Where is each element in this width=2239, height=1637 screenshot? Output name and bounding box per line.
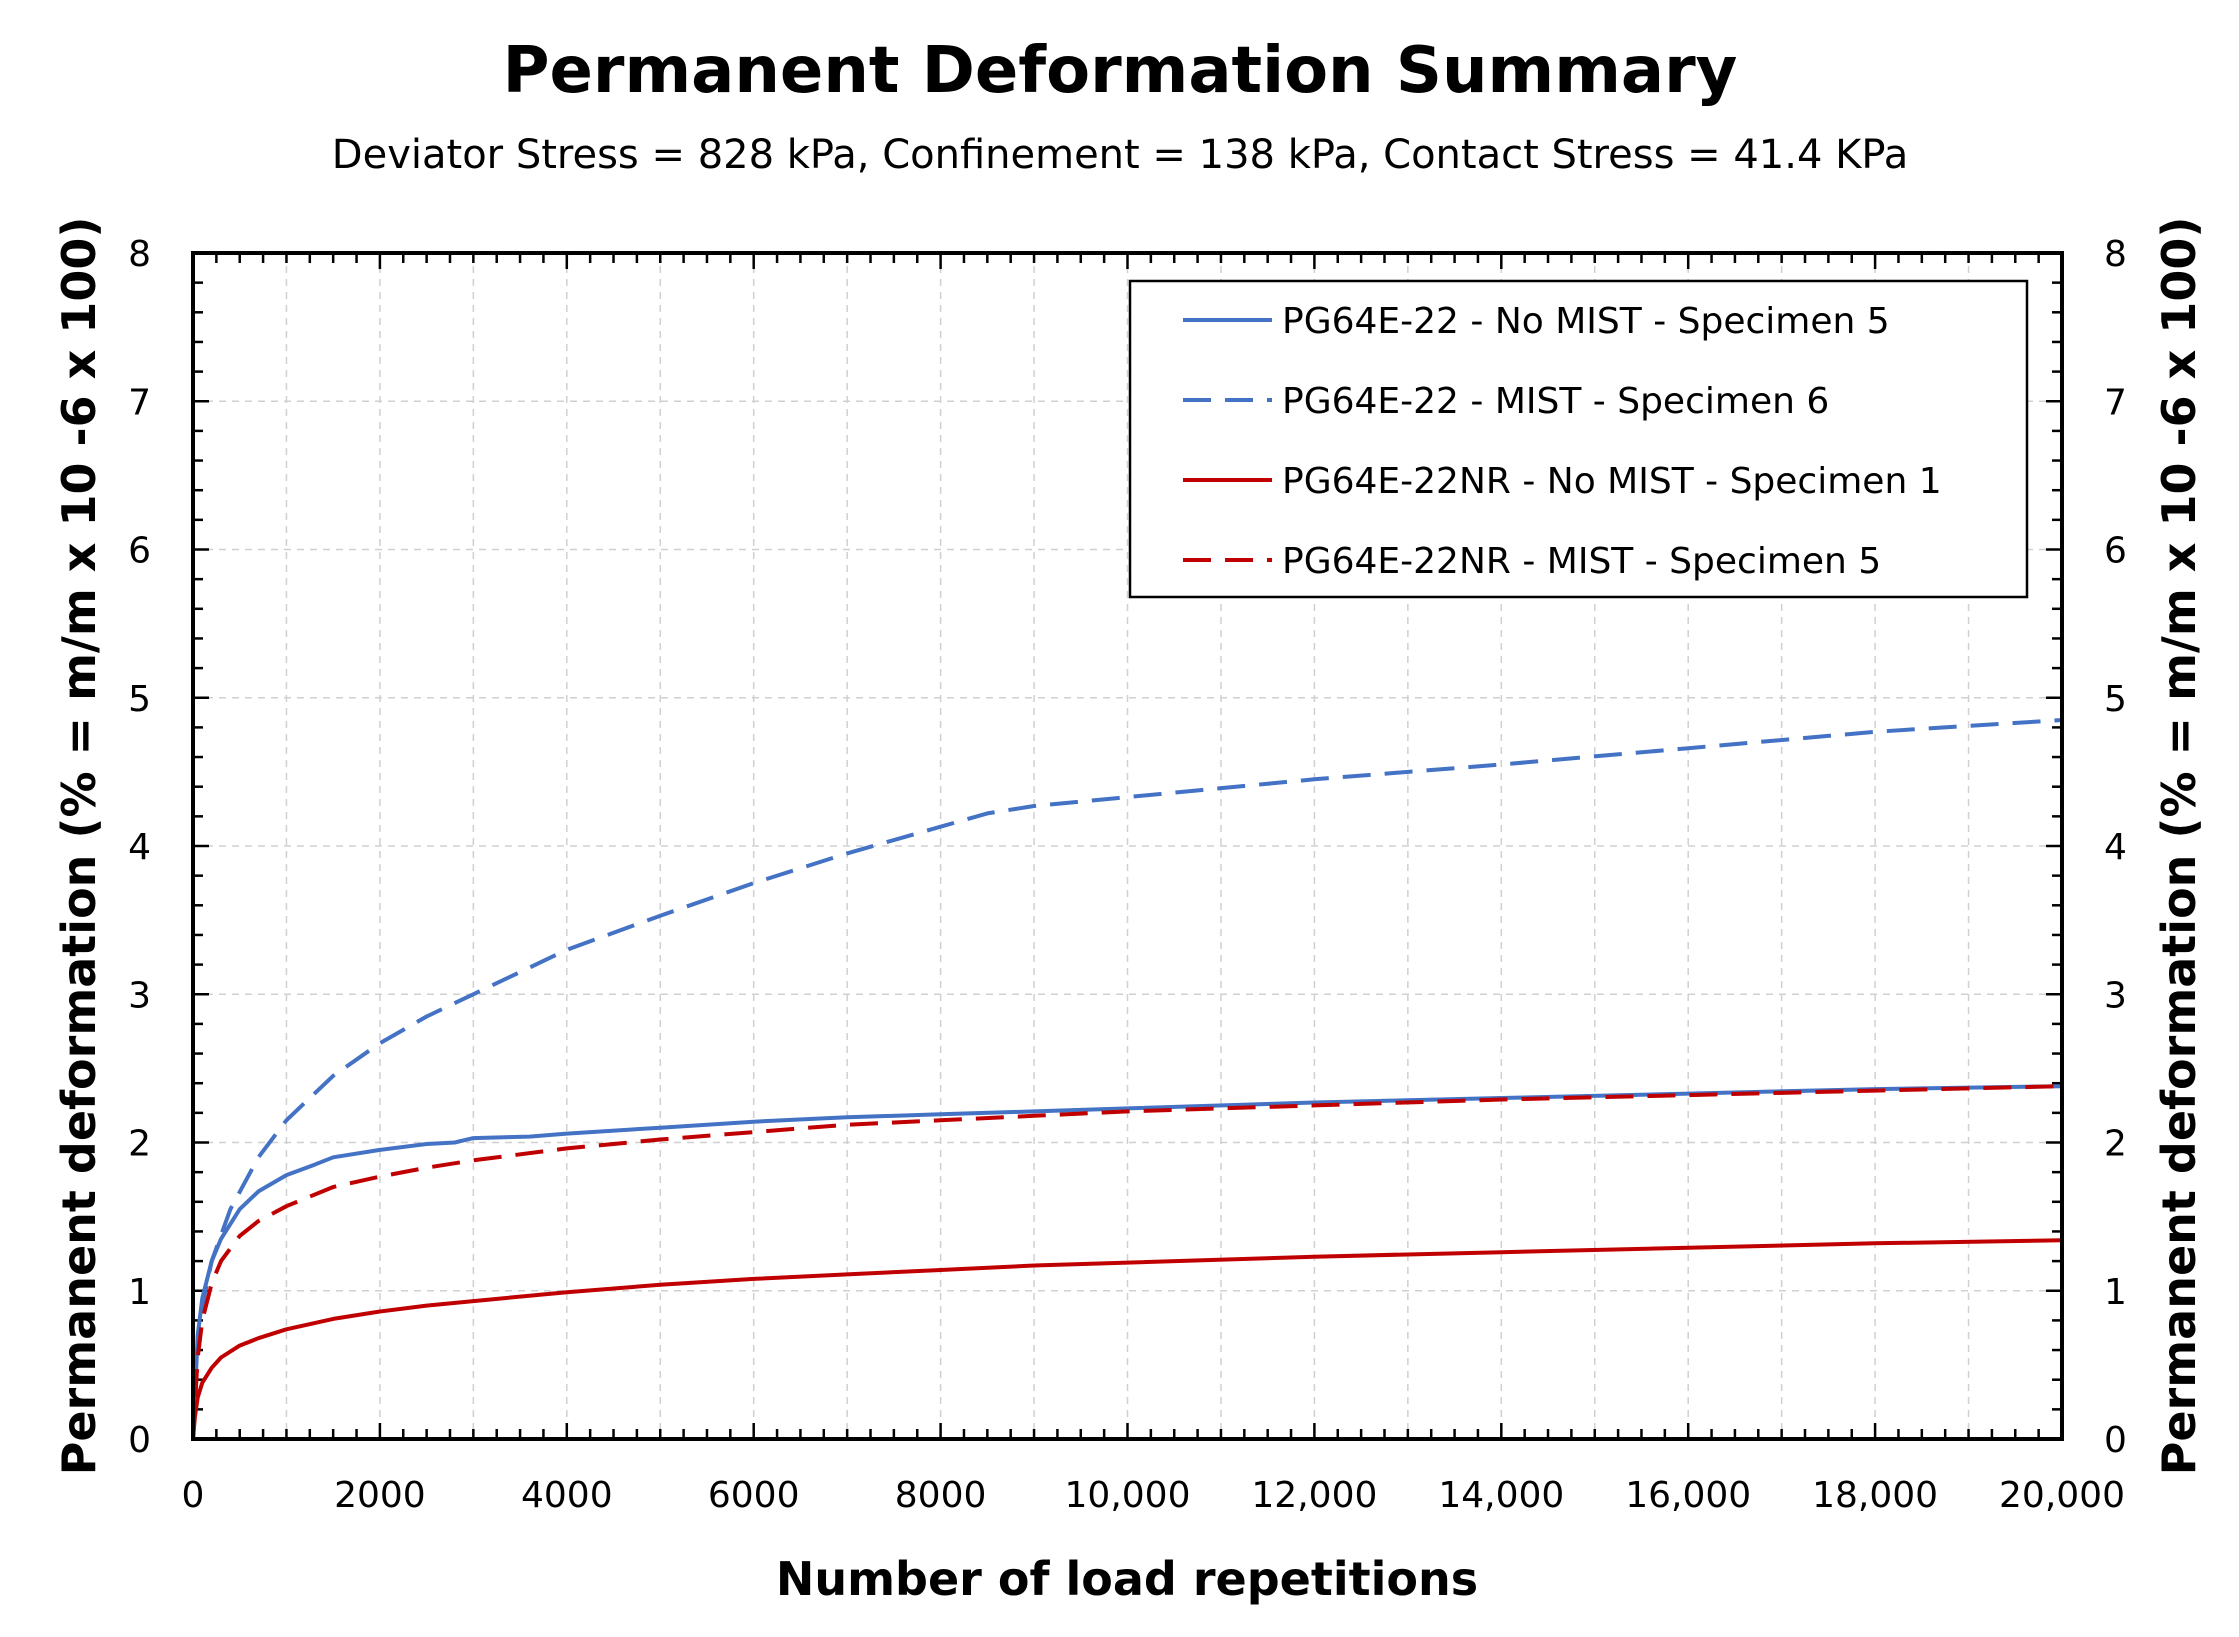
y-tick-label-right: 0 <box>2104 1420 2127 1461</box>
y-tick-labels-right: 0 1 2 3 4 5 6 7 8 <box>2104 234 2127 1461</box>
legend: PG64E-22 - No MIST - Specimen 5 PG64E-22 … <box>1128 279 2029 599</box>
y-tick-label: 3 <box>128 975 151 1016</box>
legend-box <box>1128 279 2029 599</box>
y-tick-label: 2 <box>128 1124 151 1165</box>
y-tick-label-right: 5 <box>2104 679 2127 720</box>
y-tick-label-right: 1 <box>2104 1272 2127 1313</box>
series-line-3 <box>191 1238 2064 1441</box>
legend-label-4: PG64E-22NR - MIST - Specimen 5 <box>1282 541 1881 582</box>
x-tick-label: 6000 <box>708 1475 800 1516</box>
plot-frame <box>191 251 2064 1441</box>
x-tick-label: 20,000 <box>1999 1475 2125 1516</box>
y-axis-label: Permanent deformation (% = m/m x 10 -6 x… <box>52 217 106 1476</box>
y-tick-label-right: 3 <box>2104 975 2127 1016</box>
y-tick-label: 4 <box>128 827 151 868</box>
series-line-4 <box>191 1084 2063 1440</box>
x-tick-label: 4000 <box>521 1475 613 1516</box>
y-tick-label: 6 <box>128 531 151 572</box>
y-tick-label-right: 6 <box>2104 531 2127 572</box>
y-tick-label-right: 4 <box>2104 827 2127 868</box>
chart-subtitle: Deviator Stress = 828 kPa, Confinement =… <box>332 132 1908 178</box>
y-tick-label-right: 7 <box>2104 382 2127 423</box>
y-tick-label: 1 <box>128 1272 151 1313</box>
x-tick-label: 10,000 <box>1065 1475 1191 1516</box>
legend-label-2: PG64E-22 - MIST - Specimen 6 <box>1282 381 1829 422</box>
series-line-2 <box>191 718 2063 1440</box>
y-tick-label: 8 <box>128 234 151 275</box>
x-tick-label: 16,000 <box>1625 1475 1751 1516</box>
x-tick-label: 14,000 <box>1438 1475 1564 1516</box>
x-axis-label: Number of load repetitions <box>776 1552 1478 1606</box>
x-tick-label: 8000 <box>895 1475 987 1516</box>
y-axis-label-right: Permanent deformation (% = m/m x 10 -6 x… <box>2152 217 2206 1476</box>
series-layer <box>191 718 2064 1441</box>
x-tick-label: 12,000 <box>1251 1475 1377 1516</box>
y-tick-label-right: 2 <box>2104 1124 2127 1165</box>
y-tick-label: 7 <box>128 382 151 423</box>
legend-label-3: PG64E-22NR - No MIST - Specimen 1 <box>1282 461 1942 502</box>
chart-title: Permanent Deformation Summary <box>503 34 1738 108</box>
series-line-1 <box>191 1084 2064 1441</box>
y-tick-labels: 0 1 2 3 4 5 6 7 8 <box>128 234 151 1461</box>
x-tick-label: 0 <box>182 1475 205 1516</box>
x-tick-labels: 0 2000 4000 6000 8000 10,000 12,000 14,000 16,00… <box>182 1475 2125 1516</box>
legend-label-1: PG64E-22 - No MIST - Specimen 5 <box>1282 301 1890 342</box>
y-tick-label: 0 <box>128 1420 151 1461</box>
y-tick-label-right: 8 <box>2104 234 2127 275</box>
x-tick-label: 18,000 <box>1812 1475 1938 1516</box>
x-tick-label: 2000 <box>334 1475 426 1516</box>
y-tick-label: 5 <box>128 679 151 720</box>
